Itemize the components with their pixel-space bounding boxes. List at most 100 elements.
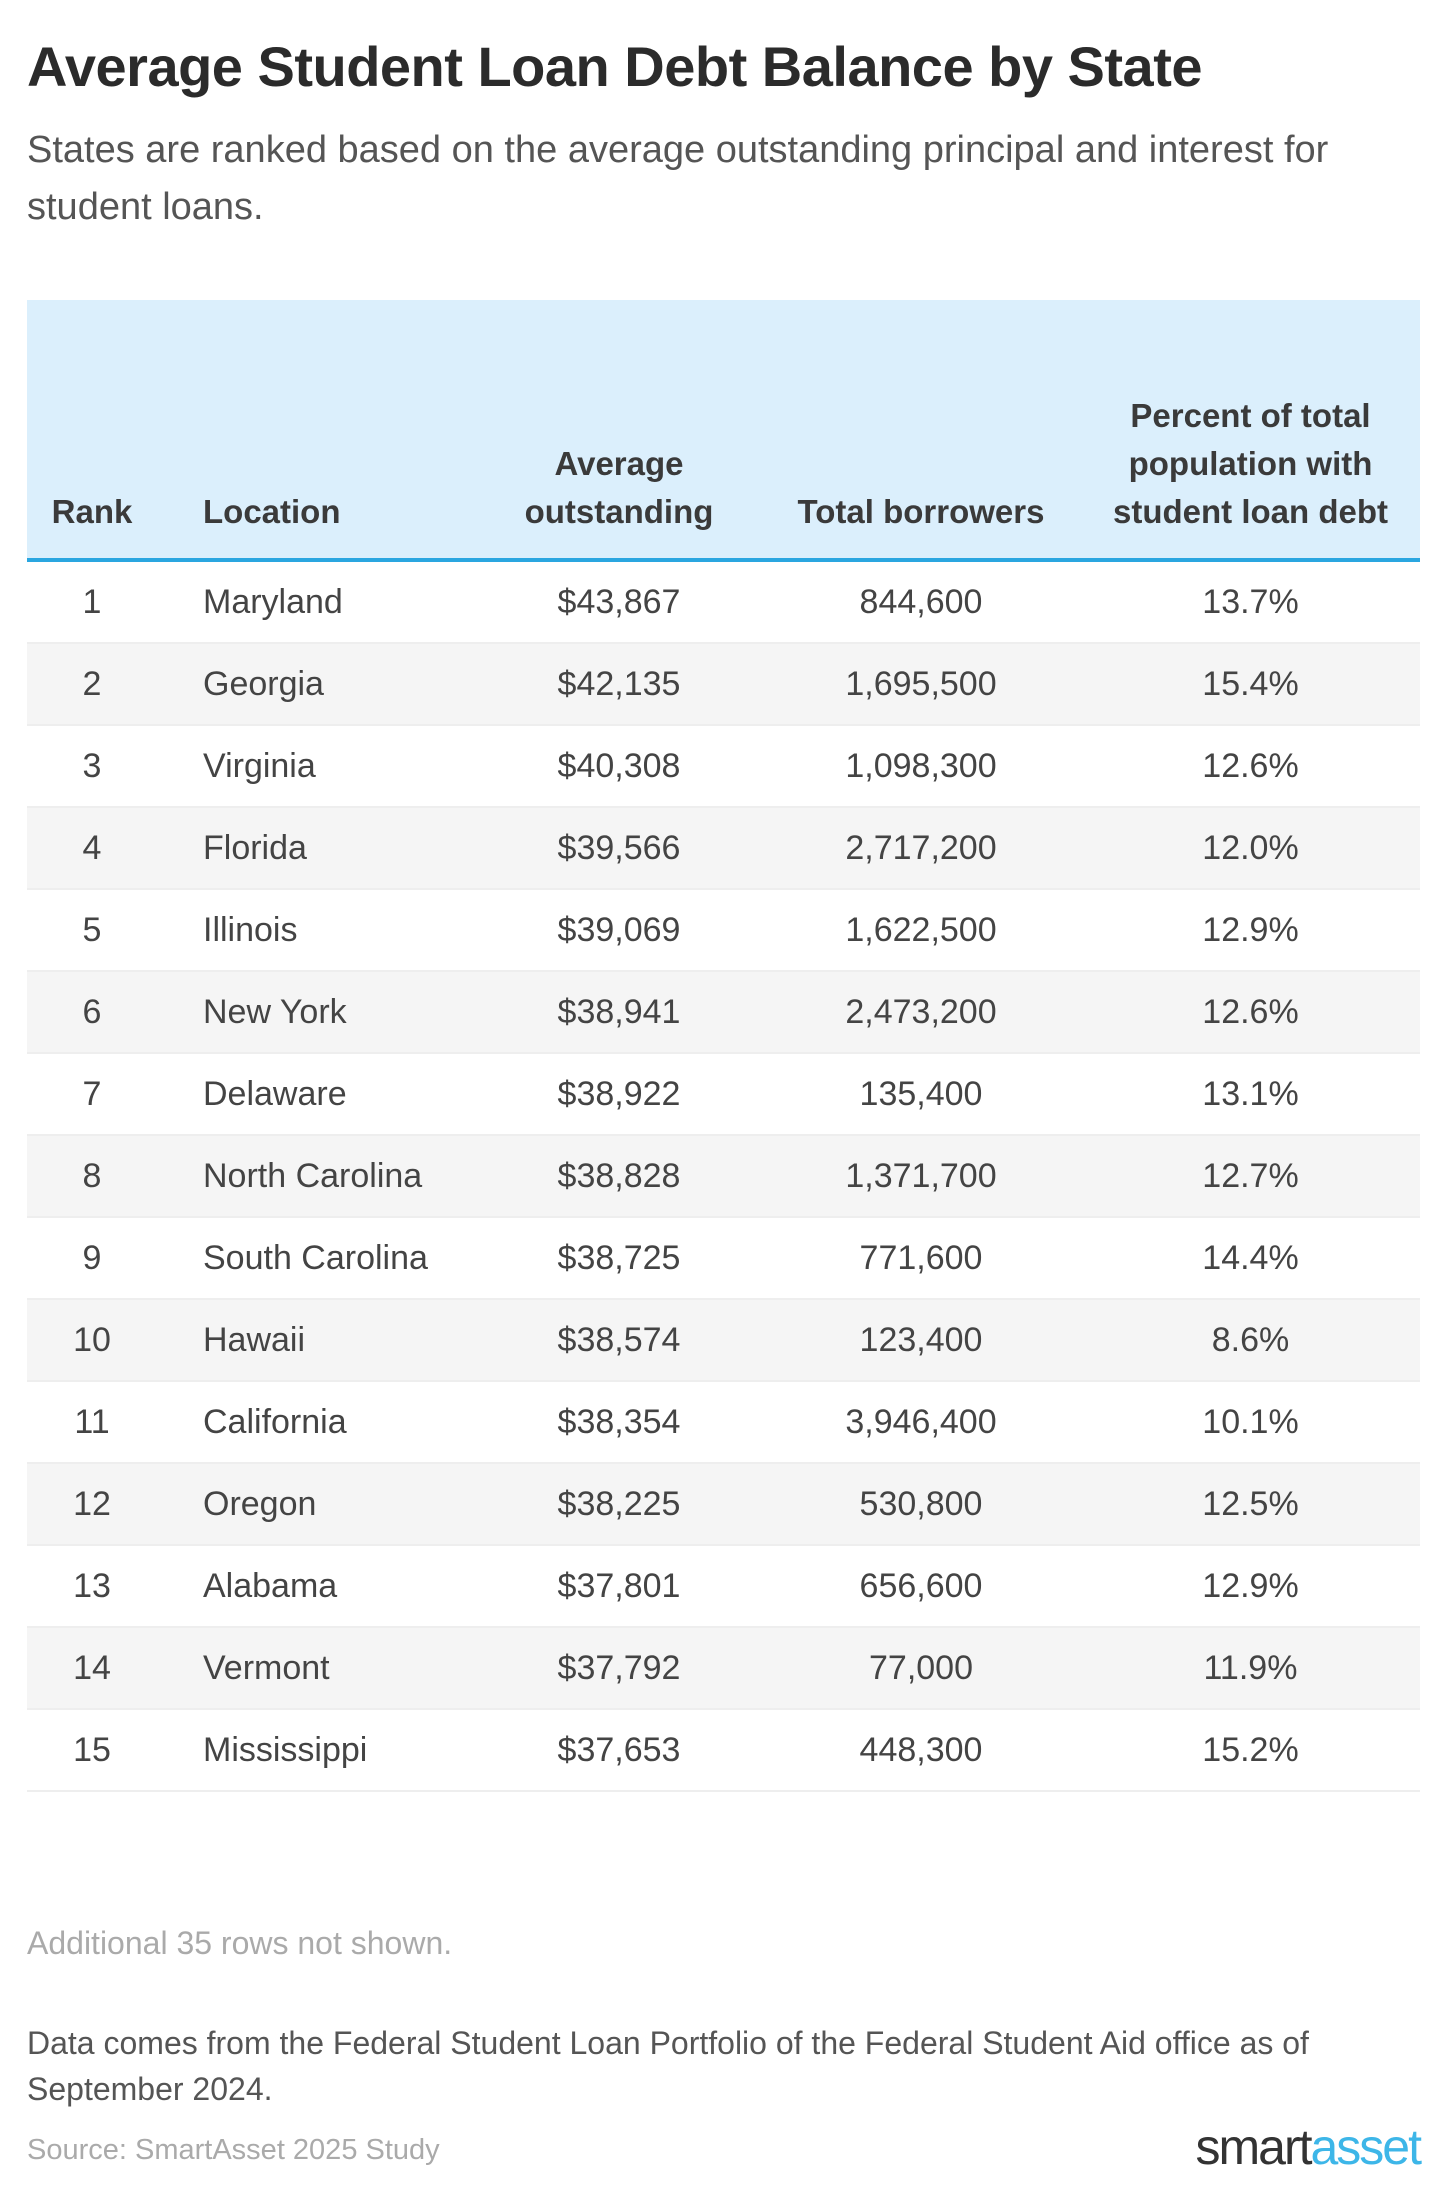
cell-percent: 13.7% (1081, 560, 1420, 644)
data-table: Rank Location Average outstanding Total … (27, 300, 1420, 1792)
table-row: 5 Illinois $39,069 1,622,500 12.9% (27, 889, 1420, 972)
cell-location: Hawaii (157, 1299, 477, 1382)
cell-rank: 8 (27, 1135, 157, 1218)
header-percent-population: Percent of total population with student… (1081, 300, 1420, 562)
cell-location: Florida (157, 807, 477, 890)
smartasset-logo: smartasset (1195, 2118, 1422, 2176)
cell-percent: 12.9% (1081, 1545, 1420, 1628)
cell-percent: 15.2% (1081, 1709, 1420, 1792)
table-row: 4 Florida $39,566 2,717,200 12.0% (27, 807, 1420, 890)
cell-average-outstanding: $38,725 (477, 1217, 761, 1300)
table-row: 2 Georgia $42,135 1,695,500 15.4% (27, 643, 1420, 726)
table-row: 10 Hawaii $38,574 123,400 8.6% (27, 1299, 1420, 1382)
cell-location: North Carolina (157, 1135, 477, 1218)
cell-rank: 12 (27, 1463, 157, 1546)
cell-average-outstanding: $38,225 (477, 1463, 761, 1546)
header-total-borrowers: Total borrowers (761, 300, 1081, 562)
cell-average-outstanding: $38,828 (477, 1135, 761, 1218)
cell-location: Vermont (157, 1627, 477, 1710)
cell-location: South Carolina (157, 1217, 477, 1300)
cell-location: Virginia (157, 725, 477, 808)
cell-rank: 5 (27, 889, 157, 972)
page-subtitle: States are ranked based on the average o… (27, 129, 1329, 228)
cell-percent: 13.1% (1081, 1053, 1420, 1136)
cell-total-borrowers: 771,600 (761, 1217, 1081, 1300)
table-row: 1 Maryland $43,867 844,600 13.7% (27, 560, 1420, 644)
cell-total-borrowers: 123,400 (761, 1299, 1081, 1382)
cell-percent: 10.1% (1081, 1381, 1420, 1464)
table-row: 6 New York $38,941 2,473,200 12.6% (27, 971, 1420, 1054)
cell-location: New York (157, 971, 477, 1054)
cell-location: Illinois (157, 889, 477, 972)
cell-average-outstanding: $38,354 (477, 1381, 761, 1464)
cell-location: Alabama (157, 1545, 477, 1628)
table-row: 15 Mississippi $37,653 448,300 15.2% (27, 1709, 1420, 1792)
cell-location: California (157, 1381, 477, 1464)
cell-rank: 15 (27, 1709, 157, 1792)
cell-total-borrowers: 2,717,200 (761, 807, 1081, 890)
cell-location: Maryland (157, 560, 477, 644)
cell-percent: 12.7% (1081, 1135, 1420, 1218)
cell-rank: 13 (27, 1545, 157, 1628)
header-location: Location (157, 300, 477, 562)
cell-total-borrowers: 3,946,400 (761, 1381, 1081, 1464)
cell-average-outstanding: $42,135 (477, 643, 761, 726)
cell-average-outstanding: $39,069 (477, 889, 761, 972)
cell-location: Delaware (157, 1053, 477, 1136)
cell-average-outstanding: $40,308 (477, 725, 761, 808)
cell-rank: 1 (27, 560, 157, 644)
cell-percent: 8.6% (1081, 1299, 1420, 1382)
cell-rank: 3 (27, 725, 157, 808)
cell-average-outstanding: $39,566 (477, 807, 761, 890)
cell-rank: 11 (27, 1381, 157, 1464)
cell-total-borrowers: 1,622,500 (761, 889, 1081, 972)
header-average-outstanding: Average outstanding (477, 300, 761, 562)
cell-percent: 12.6% (1081, 725, 1420, 808)
cell-total-borrowers: 135,400 (761, 1053, 1081, 1136)
table-row: 8 North Carolina $38,828 1,371,700 12.7% (27, 1135, 1420, 1218)
table-row: 3 Virginia $40,308 1,098,300 12.6% (27, 725, 1420, 808)
table-row: 14 Vermont $37,792 77,000 11.9% (27, 1627, 1420, 1710)
table-header-row: Rank Location Average outstanding Total … (27, 300, 1420, 562)
page-title: Average Student Loan Debt Balance by Sta… (27, 35, 1203, 98)
header-rank: Rank (27, 300, 157, 562)
cell-total-borrowers: 448,300 (761, 1709, 1081, 1792)
cell-percent: 14.4% (1081, 1217, 1420, 1300)
logo-text-asset: asset (1310, 2119, 1422, 2175)
cell-rank: 9 (27, 1217, 157, 1300)
data-source-note: Data comes from the Federal Student Loan… (27, 2025, 1309, 2107)
cell-total-borrowers: 77,000 (761, 1627, 1081, 1710)
table-row: 13 Alabama $37,801 656,600 12.9% (27, 1545, 1420, 1628)
cell-percent: 12.5% (1081, 1463, 1420, 1546)
cell-rank: 6 (27, 971, 157, 1054)
cell-total-borrowers: 2,473,200 (761, 971, 1081, 1054)
cell-rank: 4 (27, 807, 157, 890)
cell-total-borrowers: 1,695,500 (761, 643, 1081, 726)
cell-percent: 11.9% (1081, 1627, 1420, 1710)
logo-text-smart: smart (1195, 2119, 1312, 2175)
cell-location: Oregon (157, 1463, 477, 1546)
cell-rank: 14 (27, 1627, 157, 1710)
rows-not-shown-note: Additional 35 rows not shown. (27, 1925, 453, 1961)
table-row: 11 California $38,354 3,946,400 10.1% (27, 1381, 1420, 1464)
cell-percent: 12.6% (1081, 971, 1420, 1054)
cell-percent: 12.9% (1081, 889, 1420, 972)
cell-average-outstanding: $43,867 (477, 560, 761, 644)
cell-average-outstanding: $37,792 (477, 1627, 761, 1710)
table-row: 12 Oregon $38,225 530,800 12.5% (27, 1463, 1420, 1546)
cell-average-outstanding: $38,922 (477, 1053, 761, 1136)
cell-average-outstanding: $38,574 (477, 1299, 761, 1382)
cell-percent: 15.4% (1081, 643, 1420, 726)
source-credit: Source: SmartAsset 2025 Study (27, 2134, 440, 2166)
cell-total-borrowers: 1,371,700 (761, 1135, 1081, 1218)
cell-total-borrowers: 656,600 (761, 1545, 1081, 1628)
cell-total-borrowers: 1,098,300 (761, 725, 1081, 808)
cell-rank: 10 (27, 1299, 157, 1382)
cell-percent: 12.0% (1081, 807, 1420, 890)
cell-location: Mississippi (157, 1709, 477, 1792)
cell-total-borrowers: 844,600 (761, 560, 1081, 644)
table-row: 7 Delaware $38,922 135,400 13.1% (27, 1053, 1420, 1136)
cell-location: Georgia (157, 643, 477, 726)
table-row: 9 South Carolina $38,725 771,600 14.4% (27, 1217, 1420, 1300)
cell-rank: 2 (27, 643, 157, 726)
